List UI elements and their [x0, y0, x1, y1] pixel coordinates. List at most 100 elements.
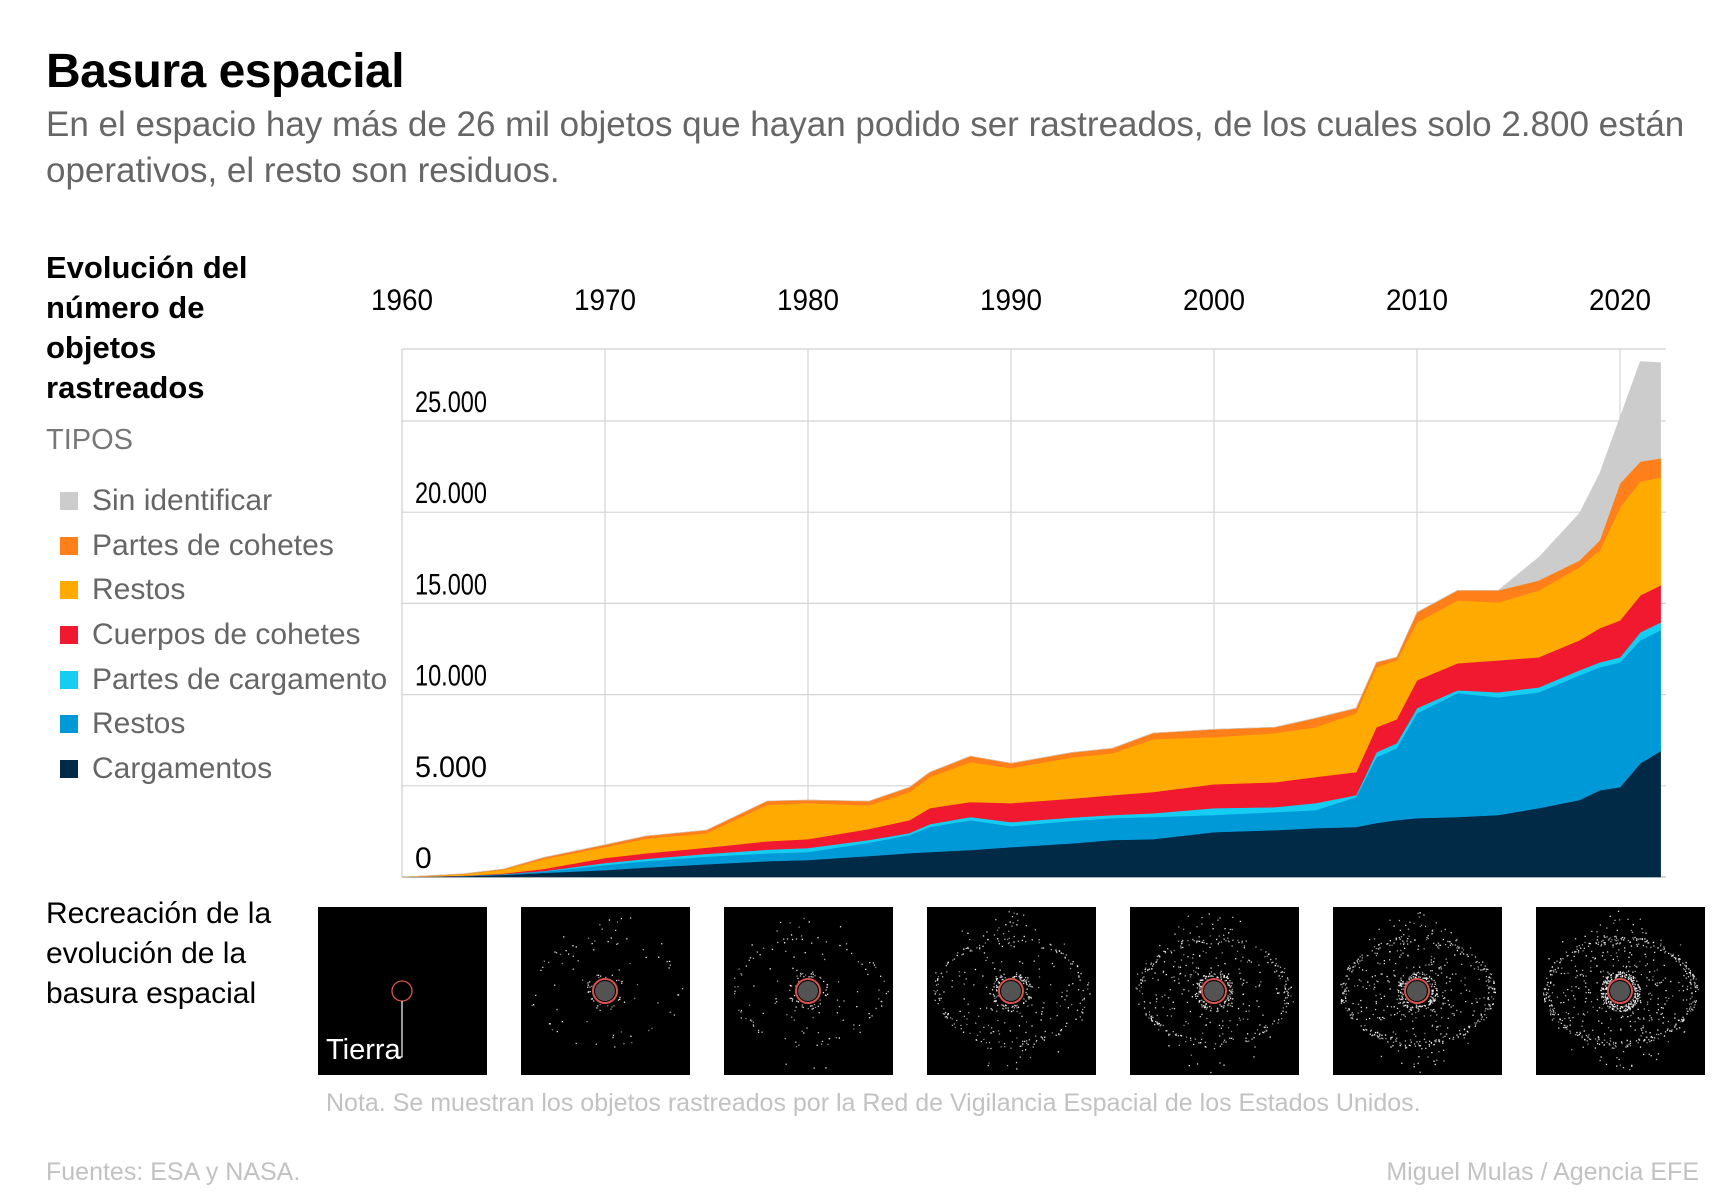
debris-dot	[1216, 1007, 1219, 1009]
debris-dot	[1697, 988, 1699, 991]
debris-dot	[1055, 950, 1058, 952]
debris-dot	[1195, 997, 1198, 1000]
debris-dot	[969, 938, 971, 941]
debris-dot	[1480, 1013, 1482, 1015]
debris-dot	[1210, 943, 1212, 945]
debris-dot	[1439, 1025, 1441, 1027]
debris-dot	[1062, 952, 1064, 955]
debris-dot	[1630, 974, 1632, 977]
debris-dot	[1159, 956, 1161, 958]
debris-dot	[1191, 957, 1194, 959]
debris-dot	[1340, 1002, 1343, 1004]
debris-dot	[969, 1032, 971, 1034]
debris-dot	[986, 931, 988, 933]
legend-label: Partes de cargamento	[92, 662, 388, 696]
debris-dot	[1449, 941, 1451, 943]
debris-dot	[1544, 1001, 1546, 1003]
debris-dot	[1205, 1002, 1207, 1005]
debris-dot	[1040, 1036, 1042, 1038]
debris-dot	[1259, 983, 1261, 986]
debris-dot	[762, 1012, 764, 1014]
debris-dot	[1201, 982, 1203, 984]
debris-dot	[1630, 977, 1632, 979]
debris-dot	[1648, 993, 1650, 995]
debris-dot	[1232, 916, 1234, 918]
debris-dot	[998, 1033, 1001, 1035]
debris-dot	[865, 968, 867, 970]
debris-dot	[1647, 1001, 1649, 1003]
debris-dot	[775, 998, 777, 1000]
debris-dot	[1657, 1003, 1659, 1006]
debris-dot	[1694, 984, 1696, 986]
debris-dot	[1018, 975, 1020, 978]
debris-dot	[1615, 936, 1617, 938]
debris-dot	[1220, 974, 1222, 976]
debris-dot	[1691, 992, 1693, 994]
debris-dot	[1622, 1007, 1624, 1009]
debris-dot	[1606, 1002, 1608, 1004]
debris-dot	[1352, 966, 1354, 968]
debris-dot	[808, 921, 810, 923]
debris-dot	[1357, 985, 1359, 987]
debris-dot	[1690, 983, 1692, 985]
debris-dot	[1449, 1037, 1451, 1040]
debris-dot	[1406, 1006, 1408, 1008]
debris-dot	[668, 967, 670, 969]
debris-dot	[1643, 1040, 1645, 1042]
debris-dot	[1238, 1017, 1241, 1019]
debris-dot	[734, 977, 736, 979]
debris-dot	[738, 968, 740, 970]
debris-dot	[1629, 975, 1631, 977]
debris-dot	[1079, 1002, 1081, 1004]
debris-dot	[1387, 943, 1389, 945]
debris-dot	[1612, 1043, 1615, 1045]
debris-dot	[1173, 980, 1176, 982]
debris-dot	[960, 1028, 962, 1030]
debris-dot	[825, 1067, 827, 1069]
debris-dot	[1248, 1005, 1250, 1007]
debris-dot	[996, 929, 999, 931]
debris-dot	[933, 990, 935, 992]
debris-dot	[1193, 1043, 1195, 1046]
debris-dot	[823, 980, 825, 983]
debris-dot	[1557, 1013, 1559, 1016]
debris-dot	[1222, 1007, 1225, 1009]
debris-dot	[1243, 947, 1245, 949]
debris-dot	[1449, 944, 1452, 946]
debris-dot	[1286, 977, 1289, 979]
debris-dot	[1226, 1010, 1228, 1012]
debris-dot	[1440, 1007, 1442, 1009]
debris-dot	[1265, 1024, 1267, 1027]
debris-dot	[1616, 929, 1618, 932]
debris-dot	[1689, 981, 1691, 983]
credit: Miguel Mulas / Agencia EFE	[1386, 1158, 1699, 1186]
debris-dot	[1447, 946, 1449, 948]
debris-dot	[934, 999, 936, 1002]
debris-dot	[535, 994, 537, 996]
debris-dot	[1466, 953, 1468, 956]
debris-dot	[1178, 1044, 1180, 1046]
debris-dot	[1033, 960, 1035, 962]
debris-dot	[1012, 1005, 1014, 1007]
debris-dot	[616, 921, 619, 923]
debris-dot	[934, 993, 936, 995]
debris-dot	[1025, 982, 1028, 985]
debris-dot	[1410, 1009, 1412, 1011]
debris-dot	[1618, 973, 1620, 976]
debris-dot	[1607, 980, 1609, 982]
debris-dot	[1379, 1017, 1381, 1019]
debris-dot	[1402, 940, 1404, 942]
debris-dot	[1655, 1058, 1658, 1061]
debris-dot	[1606, 978, 1609, 980]
debris-dot	[1573, 1006, 1575, 1008]
debris-dot	[1553, 1010, 1555, 1012]
debris-dot	[1363, 1029, 1365, 1031]
debris-dot	[1446, 976, 1448, 978]
debris-dot	[1554, 962, 1556, 964]
debris-dot	[752, 957, 755, 959]
earth-icon	[1204, 981, 1224, 1001]
debris-dot	[1628, 976, 1630, 978]
debris-dot	[968, 1012, 970, 1014]
debris-dot	[1628, 973, 1630, 976]
debris-dot	[1576, 948, 1578, 950]
